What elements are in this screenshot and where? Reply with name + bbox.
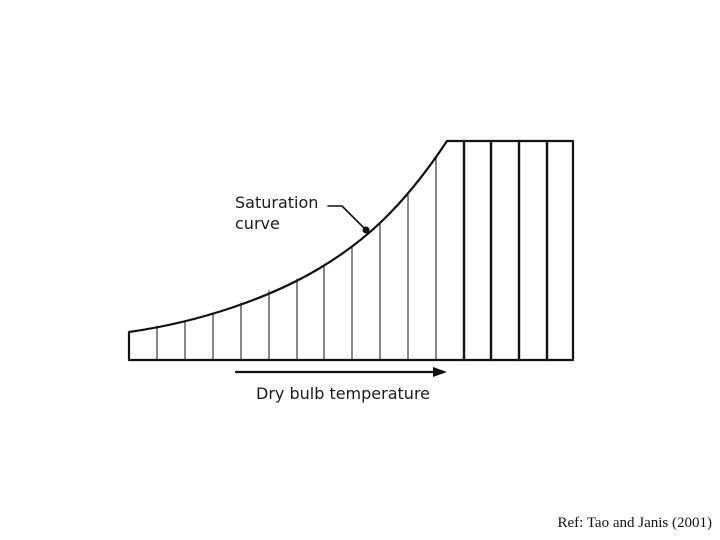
curve-point-marker <box>362 226 370 234</box>
plateau-lines <box>462 139 549 362</box>
axis-arrow-head <box>433 367 447 377</box>
hatching-lines <box>156 157 437 361</box>
label-leader-line <box>327 205 367 231</box>
curve-label: curve <box>235 214 280 233</box>
chart-region <box>127 139 575 377</box>
saturation-curve <box>127 139 575 362</box>
x-axis-label: Dry bulb temperature <box>256 384 430 403</box>
saturation-label: Saturation <box>235 193 318 212</box>
reference-citation: Ref: Tao and Janis (2001) <box>557 515 712 531</box>
